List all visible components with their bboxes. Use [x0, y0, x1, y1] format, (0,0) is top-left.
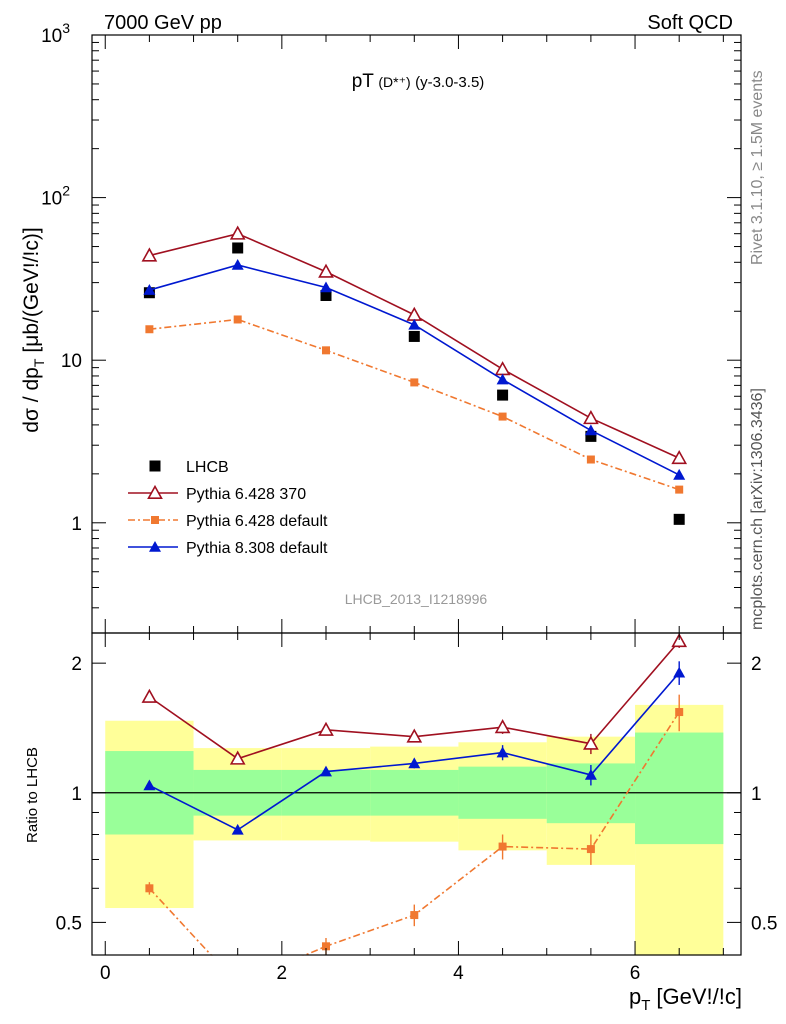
data-point — [494, 719, 511, 734]
data-point — [321, 942, 330, 951]
data-point — [147, 484, 163, 500]
data-point — [145, 884, 154, 893]
clip-cover — [92, 955, 741, 986]
data-point — [318, 721, 334, 736]
analysis-watermark: LHCB_2013_I1218996 — [345, 591, 488, 607]
y-tick-label-right: 2 — [751, 654, 762, 675]
legend: LHCB Pythia 6.428 370 Pythia 6.428 default… — [128, 459, 328, 557]
data-point — [585, 430, 597, 442]
x-tick-label: 4 — [453, 963, 464, 984]
data-point — [673, 666, 686, 678]
rivet-label: Rivet 3.1.10, ≥ 1.5M events — [749, 70, 766, 265]
data-point — [410, 378, 419, 387]
data-point — [586, 455, 595, 464]
legend-entry: Pythia 8.308 default — [128, 540, 328, 557]
y-tick-exponent: 2 — [62, 183, 70, 199]
data-point — [229, 225, 246, 240]
series-line — [149, 318, 680, 491]
data-point — [232, 242, 244, 254]
data-point — [494, 361, 511, 376]
data-point — [320, 289, 332, 301]
main-title: pT (D*⁺) (y-3.0-3.5) — [352, 71, 485, 92]
legend-label: Pythia 8.308 default — [186, 540, 328, 557]
series-pythia-6-428-370 — [141, 225, 688, 465]
data-point — [145, 325, 154, 334]
data-point — [143, 284, 156, 295]
x-axis-label: pT [GeV!/!c] — [629, 984, 742, 1014]
header-right: Soft QCD — [647, 12, 733, 34]
x-tick-label: 0 — [100, 963, 111, 984]
data-point — [408, 330, 420, 342]
ratio-frame — [91, 632, 742, 956]
data-point — [151, 516, 159, 524]
data-point — [583, 735, 599, 750]
data-point — [673, 468, 686, 480]
data-point — [149, 460, 161, 472]
data-point — [406, 728, 423, 743]
x-tick-label: 6 — [630, 963, 641, 984]
data-point — [671, 632, 688, 648]
data-point — [321, 346, 330, 355]
y-tick-label-right: 0.5 — [751, 913, 777, 934]
data-point — [408, 318, 421, 330]
legend-label: LHCB — [186, 459, 229, 476]
data-point — [406, 306, 423, 321]
legend-entry: Pythia 6.428 default — [128, 513, 328, 530]
y-tick-label: 1 — [71, 514, 82, 535]
data-point — [410, 911, 419, 920]
data-point — [318, 263, 334, 278]
ratio-ylabel: Ratio to LHCB — [24, 747, 41, 843]
data-point — [496, 373, 509, 385]
mcplots-label: mcplots.cern.ch [arXiv:1306.3436] — [749, 388, 766, 630]
data-point — [675, 485, 684, 494]
y-tick-label: 2 — [71, 654, 82, 675]
y-tick-label-right: 1 — [751, 784, 762, 805]
data-point — [408, 757, 421, 769]
data-point — [149, 541, 161, 552]
series-line — [149, 264, 680, 476]
data-point — [141, 247, 158, 262]
data-point — [233, 315, 242, 324]
legend-label: Pythia 6.428 default — [186, 513, 328, 530]
x-tick-label: 2 — [277, 963, 288, 984]
legend-entry: Pythia 6.428 370 — [128, 484, 306, 503]
main-ylabel: dσ / dpT[μb/(GeV!/!c)] — [20, 227, 47, 432]
data-point — [673, 513, 685, 525]
data-point — [498, 842, 507, 851]
y-tick-label: 10 — [61, 351, 82, 372]
data-point — [229, 750, 246, 765]
data-point — [583, 410, 599, 425]
ratio-panel: 0.5 0.5 1 1 2 2 0 2 4 6 — [56, 632, 777, 986]
ratio-series-pythia-8-308-default — [143, 661, 686, 835]
data-point — [671, 449, 688, 465]
main-panel: 1 10 102 103 — [41, 20, 742, 634]
data-point — [586, 845, 595, 854]
series-pythia-6-428-default — [145, 315, 684, 494]
data-point — [675, 708, 684, 717]
data-point — [319, 765, 332, 777]
y-tick-exponent: 3 — [62, 20, 70, 36]
y-tick-label: 1 — [71, 784, 82, 805]
data-point — [231, 259, 244, 270]
data-point — [584, 424, 597, 436]
data-point — [143, 779, 156, 791]
series-pythia-8-308-default — [143, 259, 686, 480]
y-tick-label: 103 — [41, 20, 70, 47]
uncertainty-band-inner — [635, 732, 724, 845]
data-point — [497, 389, 509, 401]
data-point — [584, 768, 597, 780]
y-tick-label: 0.5 — [56, 913, 82, 934]
data-point — [231, 823, 244, 835]
legend-label: Pythia 6.428 370 — [186, 486, 306, 503]
legend-entry: LHCB — [149, 459, 229, 476]
y-tick-label: 102 — [41, 183, 70, 210]
data-point — [498, 412, 507, 421]
data-point — [141, 688, 158, 703]
header-left: 7000 GeV pp — [104, 12, 222, 34]
data-point — [496, 746, 509, 758]
data-point — [319, 281, 332, 293]
